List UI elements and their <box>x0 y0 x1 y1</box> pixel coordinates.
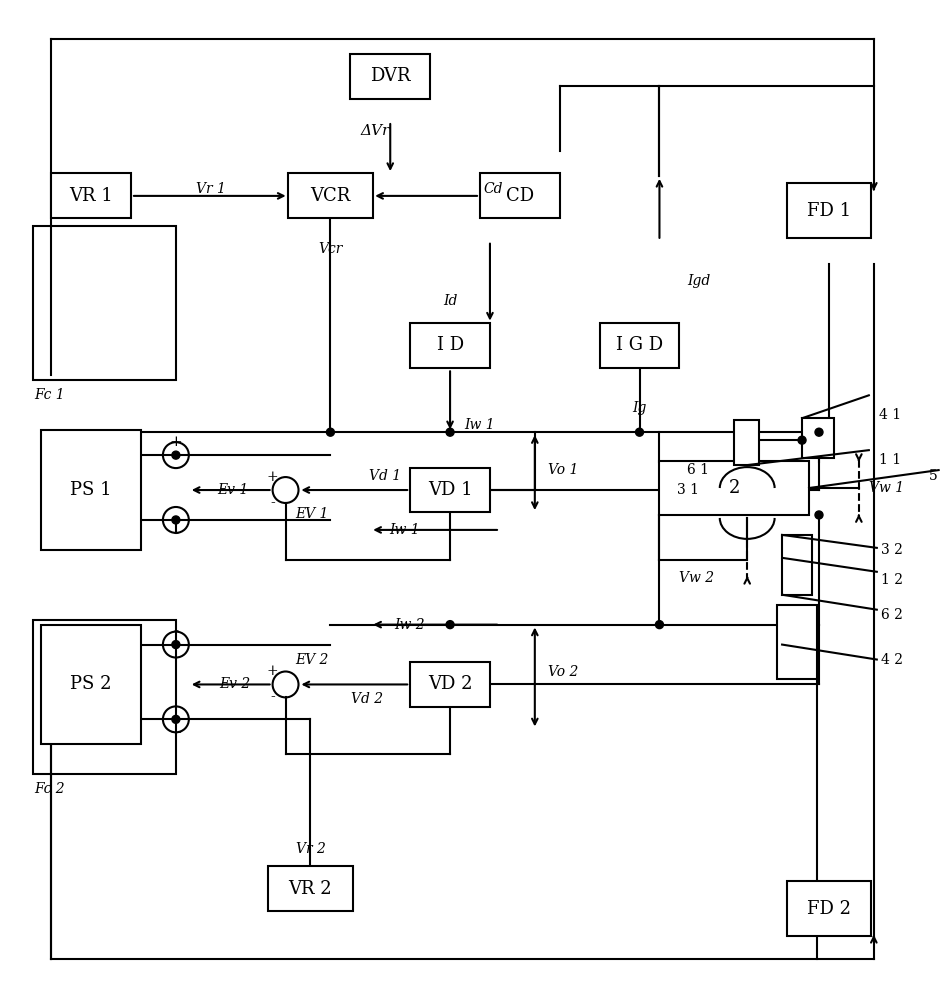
Text: 4 2: 4 2 <box>881 653 902 667</box>
Text: Vcr: Vcr <box>319 242 342 256</box>
Text: Iw 1: Iw 1 <box>465 418 495 432</box>
Bar <box>782 535 812 595</box>
Text: VCR: VCR <box>310 187 351 205</box>
Text: +: + <box>170 726 182 740</box>
Text: Ev 1: Ev 1 <box>217 483 248 497</box>
Text: Igd: Igd <box>687 274 711 288</box>
Circle shape <box>798 436 806 444</box>
Bar <box>410 662 490 707</box>
Bar <box>735 420 759 465</box>
Text: Iw 1: Iw 1 <box>390 523 420 537</box>
Bar <box>351 54 430 99</box>
Text: VR 2: VR 2 <box>289 880 333 898</box>
Text: ΔVr: ΔVr <box>360 124 390 138</box>
Bar <box>268 866 353 911</box>
Text: 4 1: 4 1 <box>879 408 901 422</box>
Bar <box>33 620 176 774</box>
Bar <box>288 173 373 218</box>
Text: Vo 1: Vo 1 <box>548 463 578 477</box>
Text: Cd: Cd <box>483 182 502 196</box>
Text: PS 1: PS 1 <box>70 481 112 499</box>
Text: 5: 5 <box>929 469 938 483</box>
Text: CD: CD <box>506 187 534 205</box>
Bar <box>51 173 131 218</box>
Text: -: - <box>270 690 275 704</box>
Text: Ig: Ig <box>632 401 647 415</box>
Text: FD 1: FD 1 <box>807 202 851 220</box>
Text: 1 1: 1 1 <box>879 453 901 467</box>
Text: -: - <box>270 496 275 510</box>
Text: EV 1: EV 1 <box>296 507 329 521</box>
Text: I G D: I G D <box>616 336 663 354</box>
Bar <box>33 226 176 380</box>
Circle shape <box>172 451 180 459</box>
Text: Vo 2: Vo 2 <box>548 665 578 679</box>
Text: -: - <box>173 625 178 639</box>
Text: Vw 1: Vw 1 <box>868 481 904 495</box>
Text: Vd 2: Vd 2 <box>351 692 383 706</box>
Text: VD 2: VD 2 <box>428 675 472 693</box>
Circle shape <box>172 516 180 524</box>
Text: 2: 2 <box>729 479 740 497</box>
Text: Fc 1: Fc 1 <box>34 388 64 402</box>
Circle shape <box>655 621 664 629</box>
Text: +: + <box>266 470 279 484</box>
Text: 6 2: 6 2 <box>881 608 902 622</box>
Bar <box>410 323 490 368</box>
Circle shape <box>447 621 454 629</box>
Text: FD 2: FD 2 <box>807 900 851 918</box>
Bar <box>787 881 871 936</box>
Circle shape <box>815 428 823 436</box>
Bar <box>787 183 871 238</box>
Text: Vr 2: Vr 2 <box>296 842 325 856</box>
Circle shape <box>172 715 180 723</box>
Text: VR 1: VR 1 <box>69 187 113 205</box>
Bar <box>42 430 141 550</box>
Text: +: + <box>170 435 182 449</box>
Bar <box>480 173 559 218</box>
Text: VD 1: VD 1 <box>428 481 472 499</box>
Text: Vr 1: Vr 1 <box>196 182 226 196</box>
Text: 1 2: 1 2 <box>881 573 902 587</box>
Text: 3 1: 3 1 <box>677 483 700 497</box>
Text: I D: I D <box>436 336 464 354</box>
Bar <box>600 323 680 368</box>
Text: -: - <box>173 527 178 541</box>
Bar <box>410 468 490 512</box>
Circle shape <box>635 428 644 436</box>
Text: 6 1: 6 1 <box>687 463 709 477</box>
Text: Ev 2: Ev 2 <box>219 677 250 691</box>
Text: Id: Id <box>443 294 457 308</box>
Text: Iw 2: Iw 2 <box>394 618 425 632</box>
Text: EV 2: EV 2 <box>296 653 329 667</box>
Text: Vd 1: Vd 1 <box>369 469 401 483</box>
Circle shape <box>447 428 454 436</box>
Text: PS 2: PS 2 <box>70 675 112 693</box>
Bar <box>802 418 834 458</box>
Text: DVR: DVR <box>370 67 410 85</box>
Circle shape <box>326 428 335 436</box>
Circle shape <box>172 641 180 649</box>
Text: Fc 2: Fc 2 <box>34 782 64 796</box>
Bar <box>777 605 817 679</box>
Text: Vw 2: Vw 2 <box>679 571 714 585</box>
Bar <box>660 461 809 515</box>
Circle shape <box>815 511 823 519</box>
Text: +: + <box>266 664 279 678</box>
Text: 3 2: 3 2 <box>881 543 902 557</box>
Bar <box>42 625 141 744</box>
